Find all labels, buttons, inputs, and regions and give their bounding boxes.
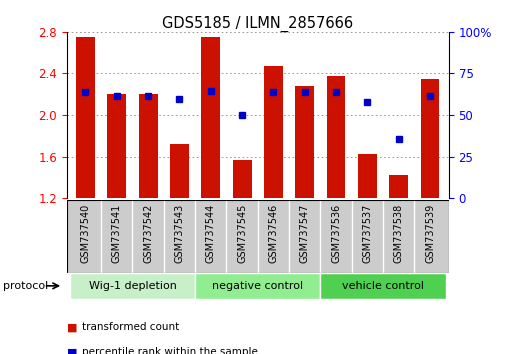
Text: GSM737538: GSM737538: [394, 204, 404, 263]
Text: vehicle control: vehicle control: [342, 281, 424, 291]
Text: ■: ■: [67, 322, 77, 332]
Text: GSM737544: GSM737544: [206, 204, 216, 263]
Bar: [195, 273, 321, 299]
Text: GSM737540: GSM737540: [81, 204, 90, 263]
Bar: [107, 94, 126, 198]
Text: GSM737543: GSM737543: [174, 204, 185, 263]
Text: GSM737539: GSM737539: [425, 204, 435, 263]
Text: negative control: negative control: [212, 281, 303, 291]
Bar: [70, 273, 195, 299]
Bar: [139, 94, 157, 198]
Bar: [170, 144, 189, 198]
Bar: [358, 154, 377, 198]
Bar: [421, 79, 440, 198]
Title: GDS5185 / ILMN_2857666: GDS5185 / ILMN_2857666: [162, 16, 353, 32]
Bar: [233, 160, 251, 198]
Text: GSM737537: GSM737537: [362, 204, 372, 263]
Text: GSM737542: GSM737542: [143, 204, 153, 263]
Text: ■: ■: [67, 347, 77, 354]
Bar: [264, 66, 283, 198]
Text: transformed count: transformed count: [82, 322, 180, 332]
Text: percentile rank within the sample: percentile rank within the sample: [82, 347, 258, 354]
Text: GSM737536: GSM737536: [331, 204, 341, 263]
Bar: [327, 75, 345, 198]
Text: protocol: protocol: [3, 281, 48, 291]
Bar: [202, 37, 220, 198]
Bar: [295, 86, 314, 198]
Text: GSM737547: GSM737547: [300, 204, 310, 263]
Bar: [321, 273, 446, 299]
Bar: [389, 175, 408, 198]
Text: GSM737545: GSM737545: [237, 204, 247, 263]
Bar: [76, 37, 95, 198]
Text: GSM737546: GSM737546: [268, 204, 279, 263]
Text: GSM737541: GSM737541: [112, 204, 122, 263]
Text: Wig-1 depletion: Wig-1 depletion: [89, 281, 176, 291]
